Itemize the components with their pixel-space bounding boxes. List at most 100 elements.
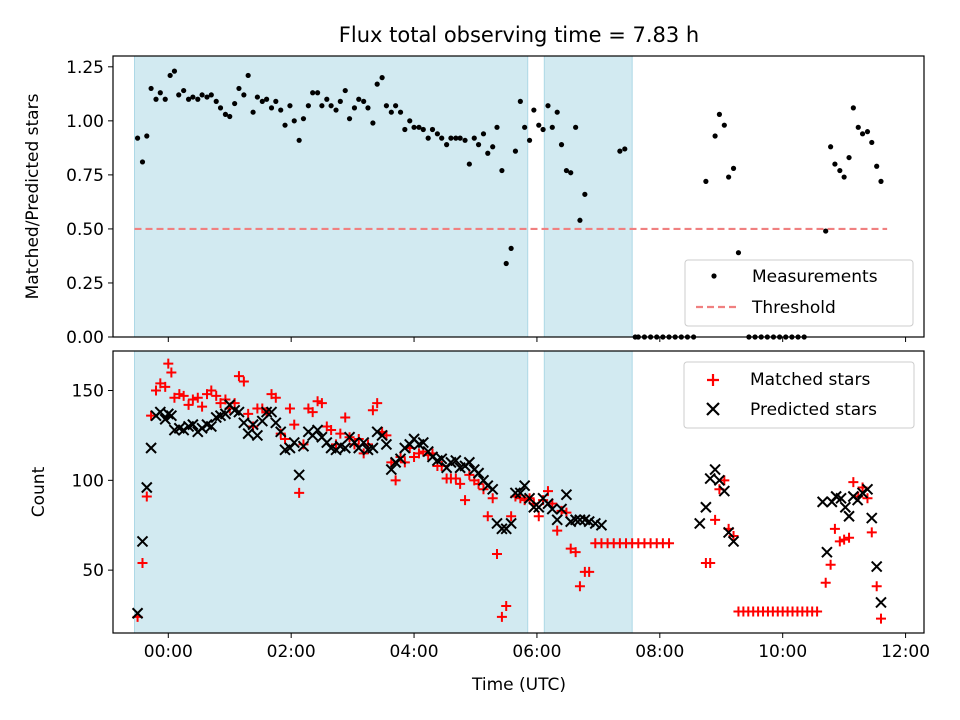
measurement-point-41 bbox=[324, 96, 330, 102]
predicted-point-104 bbox=[704, 472, 716, 485]
ratio-y-tick-label-4: 1.00 bbox=[66, 112, 104, 132]
measurement-point-43 bbox=[333, 107, 339, 113]
measurement-point-73 bbox=[471, 135, 477, 141]
predicted-point-55 bbox=[380, 438, 393, 451]
measurement-point-101 bbox=[712, 133, 718, 139]
matched-point-52 bbox=[367, 405, 378, 416]
matched-point-117 bbox=[719, 475, 730, 486]
matched-point-45 bbox=[335, 428, 346, 439]
count-x-tick-label-0: 00:00 bbox=[144, 642, 193, 662]
matched-point-82 bbox=[506, 511, 517, 522]
predicted-point-84 bbox=[514, 487, 527, 499]
measurement-point-97 bbox=[582, 191, 588, 197]
measurement-point-0 bbox=[134, 135, 141, 141]
count-x-tick-label-5: 10:00 bbox=[758, 642, 807, 662]
measurement-point-3 bbox=[148, 85, 154, 92]
matched-point-112 bbox=[664, 538, 675, 549]
count-x-tick-label-4: 08:00 bbox=[635, 642, 684, 662]
matched-point-97 bbox=[574, 581, 585, 592]
matched-point-32 bbox=[275, 428, 286, 439]
predicted-point-102 bbox=[694, 517, 706, 530]
predicted-point-58 bbox=[394, 453, 407, 465]
measurement-point-79 bbox=[499, 167, 505, 174]
matched-point-3 bbox=[146, 410, 157, 421]
predicted-point-86 bbox=[523, 492, 536, 504]
measurement-point-34 bbox=[291, 118, 297, 124]
measurement-point-26 bbox=[254, 94, 260, 100]
measurement-point-24 bbox=[245, 72, 251, 79]
measurement-point-30 bbox=[273, 98, 279, 104]
measurement-point-106 bbox=[735, 250, 742, 256]
predicted-point-83 bbox=[509, 487, 522, 499]
measurement-point-11 bbox=[185, 96, 192, 102]
measurement-point-93 bbox=[563, 167, 570, 174]
predicted-point-109 bbox=[727, 535, 740, 548]
measurement-point-18 bbox=[217, 105, 224, 111]
count-x-tick-label-1: 02:00 bbox=[267, 642, 316, 662]
measurement-point-20 bbox=[227, 113, 233, 120]
matched-point-78 bbox=[487, 493, 498, 504]
predicted-point-13 bbox=[187, 418, 199, 431]
predicted-point-24 bbox=[238, 417, 250, 429]
predicted-point-25 bbox=[242, 427, 254, 440]
count-y-tick-label-1: 100 bbox=[72, 471, 104, 491]
measurement-point-104 bbox=[726, 174, 732, 180]
measurement-point-40 bbox=[319, 103, 325, 109]
predicted-point-67 bbox=[435, 453, 448, 465]
measurement-point-111 bbox=[841, 174, 847, 180]
measurement-point-84 bbox=[522, 124, 528, 130]
measurement-point-10 bbox=[181, 87, 187, 94]
matched-point-34 bbox=[284, 403, 295, 414]
measurement-point-94 bbox=[568, 170, 574, 176]
count-y-tick-label-2: 150 bbox=[72, 382, 104, 402]
measurement-point-54 bbox=[383, 103, 390, 109]
measurement-point-44 bbox=[337, 98, 343, 104]
predicted-point-26 bbox=[247, 418, 259, 431]
ratio-panel: 0.00 0.25 0.50 0.75 1.00 1.25 Matched/Predict… bbox=[23, 55, 925, 348]
ratio-legend-box bbox=[684, 259, 914, 327]
predicted-point-94 bbox=[560, 488, 573, 501]
matched-point-136 bbox=[812, 606, 823, 617]
count-y-ticks: 50 100 150 bbox=[72, 382, 113, 581]
predicted-point-23 bbox=[233, 406, 245, 418]
measurement-point-96 bbox=[577, 217, 583, 223]
predicted-point-73 bbox=[463, 456, 476, 469]
measurement-point-37 bbox=[305, 103, 311, 109]
measurement-point-13 bbox=[195, 96, 201, 102]
predicted-point-6 bbox=[159, 413, 171, 425]
matched-point-43 bbox=[326, 425, 337, 436]
measurement-point-91 bbox=[554, 109, 560, 115]
measurement-point-105 bbox=[730, 165, 737, 171]
measurement-point-89 bbox=[545, 103, 551, 109]
count-y-tick-label-0: 50 bbox=[82, 561, 104, 581]
measurement-point-62 bbox=[420, 126, 426, 133]
count-y-axis-label: Count bbox=[29, 466, 49, 517]
measurement-point-82 bbox=[512, 148, 519, 154]
predicted-point-87 bbox=[528, 501, 540, 513]
matched-point-31 bbox=[270, 392, 281, 403]
ratio-legend: Measurements Threshold bbox=[684, 259, 914, 327]
measurement-point-46 bbox=[346, 116, 353, 122]
matched-point-46 bbox=[340, 412, 351, 423]
matched-point-39 bbox=[307, 407, 318, 418]
observing-intervals bbox=[134, 55, 633, 338]
count-x-tick-label-2: 04:00 bbox=[390, 642, 439, 662]
count-legend: Matched stars Predicted stars bbox=[683, 361, 915, 429]
predicted-point-54 bbox=[376, 429, 388, 442]
measurement-point-99 bbox=[622, 146, 628, 152]
matched-point-18 bbox=[211, 390, 222, 401]
predicted-point-20 bbox=[219, 408, 232, 420]
matched-point-80 bbox=[496, 611, 507, 622]
predicted-point-30 bbox=[265, 406, 278, 418]
measurement-point-88 bbox=[540, 126, 546, 133]
predicted-point-36 bbox=[293, 469, 305, 481]
measurement-point-31 bbox=[278, 107, 284, 113]
matched-point-71 bbox=[455, 478, 466, 489]
predicted-point-0 bbox=[131, 607, 144, 619]
measurement-point-48 bbox=[356, 96, 362, 102]
count-axes-frame bbox=[112, 350, 925, 634]
measurement-point-49 bbox=[361, 98, 367, 104]
measurement-point-35 bbox=[296, 137, 302, 143]
matched-point-24 bbox=[238, 376, 249, 387]
predicted-point-114 bbox=[835, 492, 847, 504]
